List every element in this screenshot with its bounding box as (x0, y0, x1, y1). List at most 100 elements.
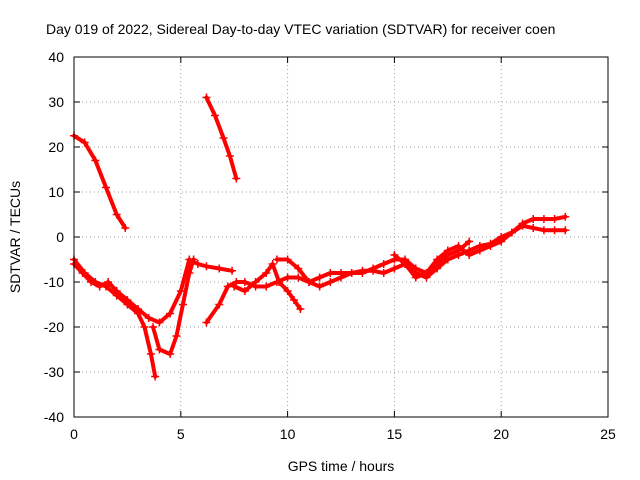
data-point (486, 242, 495, 250)
data-point (443, 255, 452, 264)
data-point (166, 309, 175, 318)
data-point (166, 350, 175, 358)
data-point (230, 282, 239, 291)
data-point (561, 226, 570, 235)
data-point (268, 260, 277, 268)
data-point (283, 255, 292, 264)
y-axis-title: SDTVAR / TECUs (7, 181, 23, 293)
y-tick-label: 10 (48, 184, 64, 200)
data-point (228, 266, 237, 275)
data-point (475, 246, 484, 255)
data-point (251, 278, 260, 286)
data-point (422, 269, 431, 277)
series-arc-6 (202, 237, 474, 327)
data-point (390, 264, 399, 273)
y-tick-label: -40 (44, 409, 64, 425)
data-point (240, 278, 249, 286)
data-point (121, 224, 130, 232)
series-line (72, 133, 128, 230)
data-point (304, 278, 313, 286)
data-point (529, 224, 538, 232)
data-point (326, 278, 335, 286)
x-tick-label: 10 (280, 426, 296, 442)
data-point (185, 269, 194, 277)
data-point (151, 372, 160, 381)
chart-title: Day 019 of 2022, Sidereal Day-to-day VTE… (46, 21, 555, 37)
data-point (358, 266, 367, 275)
data-point (411, 273, 420, 282)
data-point (465, 237, 474, 246)
data-point (369, 266, 378, 275)
data-point (112, 291, 121, 300)
data-point (390, 251, 399, 259)
series-arc-7 (230, 260, 305, 313)
data-point (315, 282, 324, 291)
data-point (262, 282, 271, 291)
x-axis-title: GPS time / hours (288, 458, 395, 474)
data-point (80, 138, 89, 147)
x-tick-label: 15 (387, 426, 403, 442)
data-point (225, 152, 234, 160)
data-point (539, 215, 548, 223)
data-point (202, 93, 211, 102)
data-point (401, 260, 410, 268)
series-line (72, 257, 235, 325)
data-point (550, 226, 559, 235)
y-tick-label: -10 (44, 274, 64, 290)
data-point (91, 156, 100, 165)
y-tick-label: -30 (44, 364, 64, 380)
data-point (275, 278, 284, 286)
data-point (202, 262, 211, 271)
data-point (91, 278, 100, 286)
data-point (178, 300, 187, 309)
data-point (102, 282, 111, 291)
data-point (379, 260, 388, 268)
x-tick-label: 25 (600, 426, 616, 442)
data-point (176, 287, 185, 295)
data-point (232, 174, 241, 183)
data-point (550, 215, 559, 223)
data-point (155, 318, 164, 327)
data-point (315, 273, 324, 282)
data-point (202, 318, 211, 327)
series-line (72, 257, 158, 379)
data-point (326, 269, 335, 277)
data-point (454, 242, 463, 250)
data-point (433, 255, 442, 264)
data-point (518, 221, 527, 230)
data-point (296, 305, 305, 313)
grid-layer (74, 57, 608, 417)
data-point (149, 323, 158, 331)
tick-layer: 0 5 10 15 20 25 -40 -30 -20 -10 0 10 20 30 40 (44, 49, 616, 442)
data-point (140, 323, 149, 331)
data-point (561, 212, 570, 221)
data-point (337, 273, 345, 282)
data-point (379, 269, 388, 277)
data-point (134, 309, 143, 318)
y-tick-label: 40 (48, 49, 64, 65)
data-point (283, 273, 292, 282)
series-layer (70, 93, 570, 381)
y-tick-label: 30 (48, 94, 64, 110)
data-point (210, 111, 219, 120)
data-point (232, 278, 241, 286)
data-point (123, 300, 132, 309)
data-point (539, 226, 548, 235)
data-point (454, 251, 463, 259)
data-point (507, 228, 516, 237)
data-point (347, 269, 356, 277)
data-point (465, 251, 474, 259)
data-point (215, 300, 224, 309)
data-point (240, 287, 249, 295)
data-point (294, 264, 303, 273)
y-tick-label: 20 (48, 139, 64, 155)
data-point (290, 296, 299, 304)
data-point (262, 269, 271, 277)
series-arc-2 (202, 93, 241, 183)
data-point (294, 273, 303, 282)
data-point (104, 278, 113, 286)
data-point (146, 350, 155, 358)
data-point (529, 215, 538, 223)
data-point (172, 332, 181, 340)
